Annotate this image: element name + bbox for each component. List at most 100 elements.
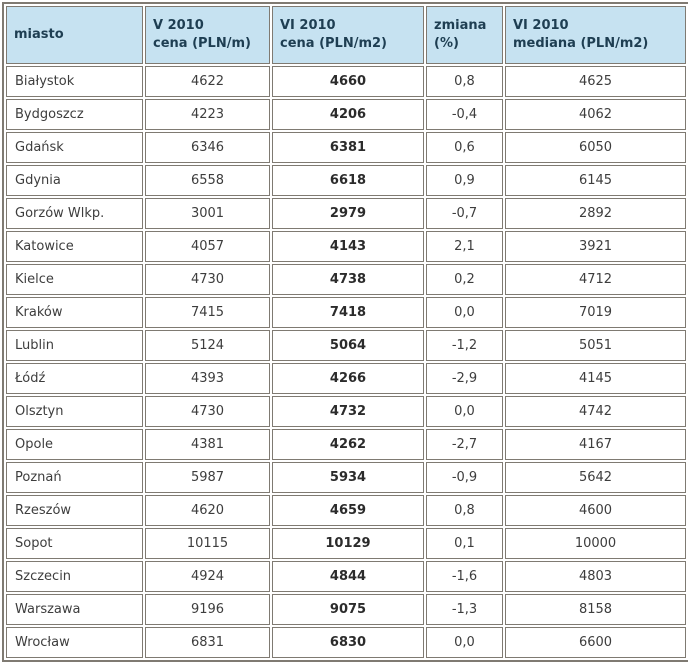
- cell-vi2010-price: 4738: [272, 264, 424, 295]
- cell-city: Sopot: [6, 528, 143, 559]
- cell-city: Katowice: [6, 231, 143, 262]
- cell-v2010-price: 5124: [145, 330, 270, 361]
- cell-vi2010-price: 4266: [272, 363, 424, 394]
- cell-vi2010-price: 4143: [272, 231, 424, 262]
- cell-v2010-price: 5987: [145, 462, 270, 493]
- cell-vi2010-median: 10000: [505, 528, 686, 559]
- cell-change: 0,0: [426, 297, 503, 328]
- cell-vi2010-median: 4167: [505, 429, 686, 460]
- cell-city: Białystok: [6, 66, 143, 97]
- header-line: VI 2010: [513, 18, 569, 34]
- cell-v2010-price: 4924: [145, 561, 270, 592]
- table-row: Bydgoszcz 4223 4206 -0,4 4062: [6, 99, 686, 130]
- header-line: mediana (PLN/m2): [513, 36, 649, 51]
- cell-vi2010-median: 7019: [505, 297, 686, 328]
- table-row: Olsztyn 4730 4732 0,0 4742: [6, 396, 686, 427]
- cell-vi2010-median: 4712: [505, 264, 686, 295]
- table-row: Białystok 4622 4660 0,8 4625: [6, 66, 686, 97]
- cell-vi2010-median: 4625: [505, 66, 686, 97]
- column-header-change: zmiana (%): [426, 6, 503, 64]
- table-row: Kielce 4730 4738 0,2 4712: [6, 264, 686, 295]
- cell-change: 0,8: [426, 66, 503, 97]
- cell-vi2010-median: 5642: [505, 462, 686, 493]
- header-line: V 2010: [153, 18, 204, 34]
- cell-vi2010-price: 9075: [272, 594, 424, 625]
- header-line: miasto: [14, 27, 64, 43]
- cell-vi2010-median: 4145: [505, 363, 686, 394]
- cell-change: -0,4: [426, 99, 503, 130]
- column-header-city: miasto: [6, 6, 143, 64]
- cell-vi2010-median: 6145: [505, 165, 686, 196]
- cell-change: -0,9: [426, 462, 503, 493]
- cell-city: Olsztyn: [6, 396, 143, 427]
- cell-vi2010-median: 4600: [505, 495, 686, 526]
- cell-city: Wrocław: [6, 627, 143, 658]
- cell-vi2010-price: 6830: [272, 627, 424, 658]
- header-line: cena (PLN/m): [153, 36, 251, 51]
- cell-vi2010-median: 4742: [505, 396, 686, 427]
- cell-vi2010-price: 4732: [272, 396, 424, 427]
- cell-v2010-price: 4381: [145, 429, 270, 460]
- cell-city: Bydgoszcz: [6, 99, 143, 130]
- table-row: Rzeszów 4620 4659 0,8 4600: [6, 495, 686, 526]
- cell-city: Opole: [6, 429, 143, 460]
- cell-vi2010-price: 4660: [272, 66, 424, 97]
- cell-v2010-price: 9196: [145, 594, 270, 625]
- table-row: Poznań 5987 5934 -0,9 5642: [6, 462, 686, 493]
- cell-v2010-price: 4730: [145, 264, 270, 295]
- cell-v2010-price: 4730: [145, 396, 270, 427]
- cell-city: Gdańsk: [6, 132, 143, 163]
- table-row: Opole 4381 4262 -2,7 4167: [6, 429, 686, 460]
- cell-v2010-price: 6558: [145, 165, 270, 196]
- table-row: Wrocław 6831 6830 0,0 6600: [6, 627, 686, 658]
- table-row: Szczecin 4924 4844 -1,6 4803: [6, 561, 686, 592]
- cell-city: Kraków: [6, 297, 143, 328]
- cell-city: Gorzów Wlkp.: [6, 198, 143, 229]
- cell-vi2010-median: 4062: [505, 99, 686, 130]
- cell-vi2010-price: 4659: [272, 495, 424, 526]
- cell-change: -2,9: [426, 363, 503, 394]
- cell-v2010-price: 10115: [145, 528, 270, 559]
- cell-vi2010-median: 4803: [505, 561, 686, 592]
- table-row: Gdynia 6558 6618 0,9 6145: [6, 165, 686, 196]
- cell-v2010-price: 4622: [145, 66, 270, 97]
- cell-vi2010-price: 7418: [272, 297, 424, 328]
- cell-city: Kielce: [6, 264, 143, 295]
- table-row: Warszawa 9196 9075 -1,3 8158: [6, 594, 686, 625]
- cell-change: 0,0: [426, 627, 503, 658]
- table-row: Lublin 5124 5064 -1,2 5051: [6, 330, 686, 361]
- table-row: Gorzów Wlkp. 3001 2979 -0,7 2892: [6, 198, 686, 229]
- cell-vi2010-median: 3921: [505, 231, 686, 262]
- cell-city: Szczecin: [6, 561, 143, 592]
- cell-vi2010-median: 5051: [505, 330, 686, 361]
- header-line: (%): [434, 36, 459, 51]
- cell-v2010-price: 6831: [145, 627, 270, 658]
- cell-vi2010-price: 2979: [272, 198, 424, 229]
- cell-change: 0,1: [426, 528, 503, 559]
- table-row: Kraków 7415 7418 0,0 7019: [6, 297, 686, 328]
- cell-city: Gdynia: [6, 165, 143, 196]
- cell-change: -1,2: [426, 330, 503, 361]
- cell-city: Poznań: [6, 462, 143, 493]
- table-row: Łódź 4393 4266 -2,9 4145: [6, 363, 686, 394]
- cell-city: Warszawa: [6, 594, 143, 625]
- cell-v2010-price: 6346: [145, 132, 270, 163]
- cell-v2010-price: 4223: [145, 99, 270, 130]
- cell-vi2010-price: 6381: [272, 132, 424, 163]
- cell-vi2010-median: 8158: [505, 594, 686, 625]
- cell-vi2010-price: 6618: [272, 165, 424, 196]
- cell-v2010-price: 4393: [145, 363, 270, 394]
- cell-vi2010-price: 4262: [272, 429, 424, 460]
- cell-city: Lublin: [6, 330, 143, 361]
- cell-vi2010-price: 4206: [272, 99, 424, 130]
- cell-change: -1,6: [426, 561, 503, 592]
- table-row: Gdańsk 6346 6381 0,6 6050: [6, 132, 686, 163]
- cell-change: -0,7: [426, 198, 503, 229]
- cell-change: 2,1: [426, 231, 503, 262]
- cell-change: 0,9: [426, 165, 503, 196]
- cell-vi2010-price: 4844: [272, 561, 424, 592]
- cell-v2010-price: 4620: [145, 495, 270, 526]
- cell-vi2010-price: 5934: [272, 462, 424, 493]
- header-row: miasto V 2010 cena (PLN/m) VI 2010 cena …: [6, 6, 686, 64]
